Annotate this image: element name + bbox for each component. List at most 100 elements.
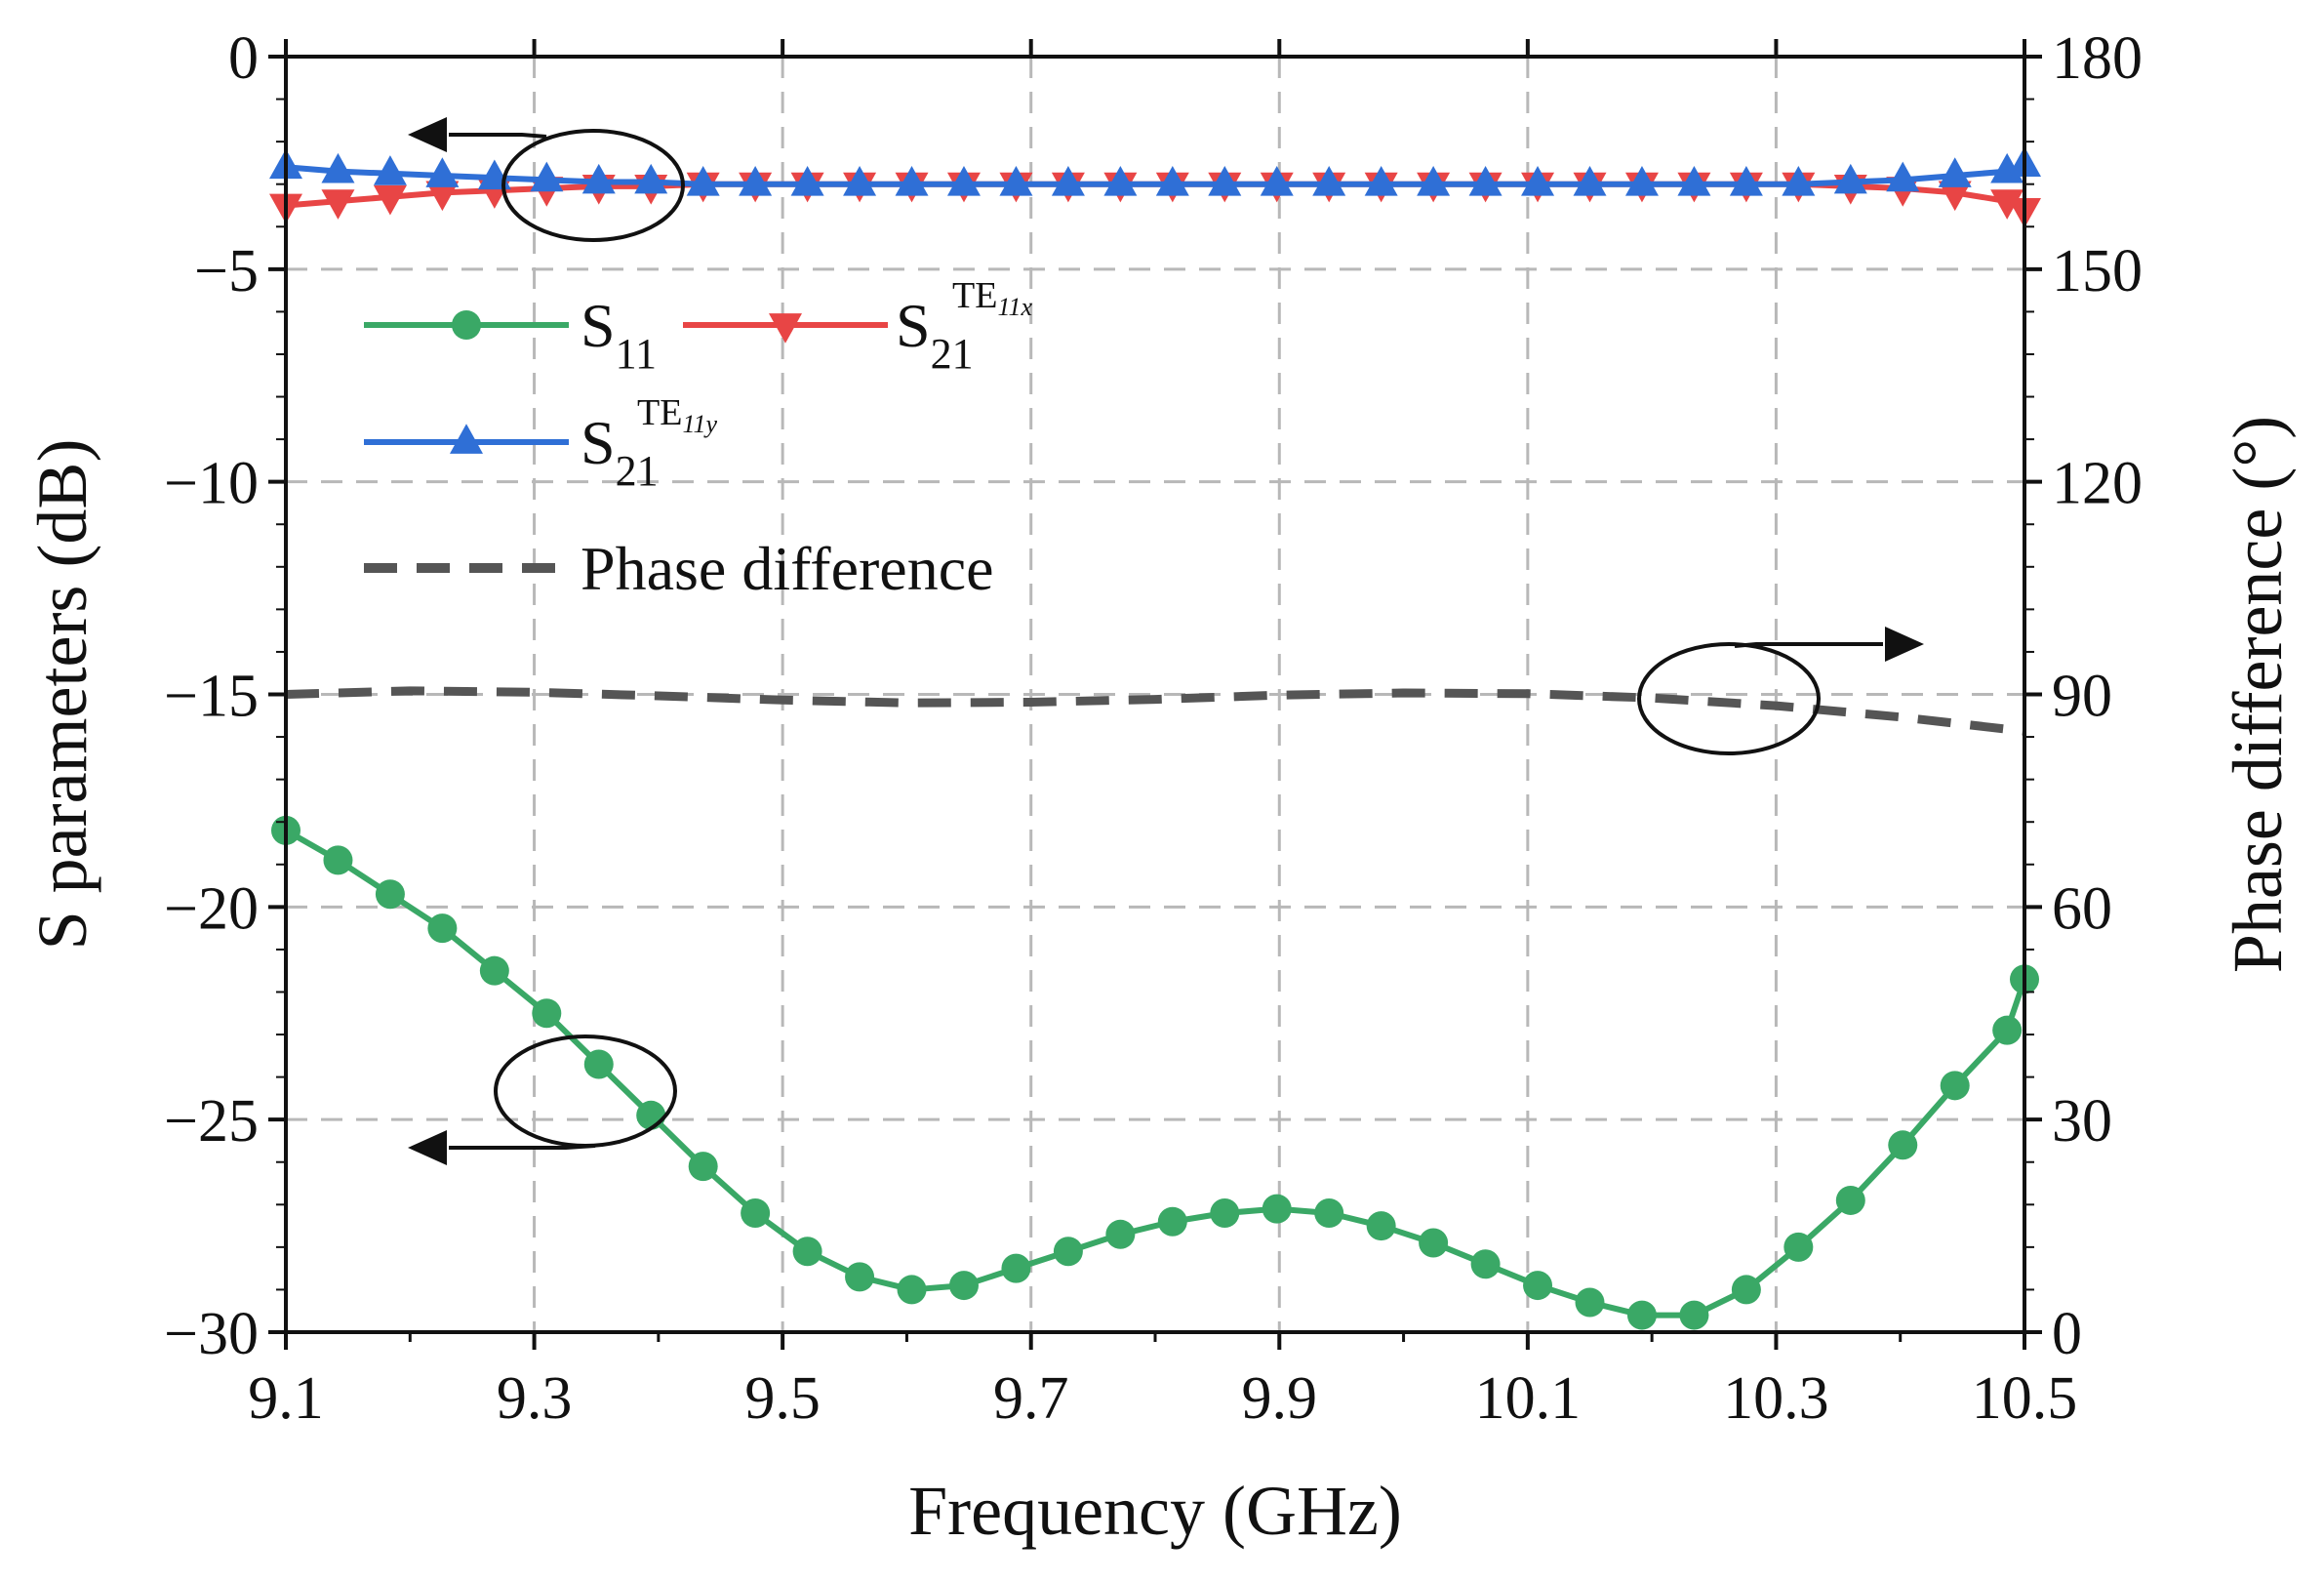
data-point: [425, 157, 460, 187]
data-point: [583, 1049, 614, 1079]
series-line: [285, 686, 2025, 736]
ellipse-s21: [501, 129, 685, 242]
x-tick-label: 9.9: [1242, 1365, 1318, 1432]
data-point: [1157, 1206, 1187, 1237]
data-point: [845, 1262, 875, 1292]
data-point: [739, 166, 773, 196]
data-point: [375, 879, 405, 910]
data-point: [1679, 1300, 1709, 1330]
y2-tick-label: 30: [2052, 1088, 2112, 1155]
data-point: [479, 955, 509, 986]
data-point: [321, 152, 355, 183]
data-point: [321, 189, 355, 220]
data-point: [1419, 1228, 1449, 1258]
data-point: [790, 166, 824, 196]
data-point: [792, 1237, 822, 1267]
legend-item: Phase difference: [364, 534, 994, 603]
data-point: [1677, 166, 1711, 196]
arrow-s21-line: [449, 133, 547, 139]
x-tick-label: 10.3: [1723, 1365, 1829, 1432]
series-phase-difference: [285, 686, 2025, 736]
annotations-layer: [408, 117, 1924, 1165]
data-point: [1103, 166, 1138, 196]
arrow-phase-line: [1734, 642, 1883, 648]
x-tick-label: 10.5: [1972, 1365, 2078, 1432]
legend-label-main: Phase difference: [581, 534, 994, 603]
data-point: [946, 166, 981, 196]
y2-axis-title: Phase difference (°): [2219, 416, 2297, 973]
arrow-head: [1885, 627, 1924, 662]
data-point: [1886, 161, 1920, 192]
data-point: [1105, 1219, 1136, 1249]
x-axis-title: Frequency (GHz): [908, 1472, 1402, 1550]
ellipse-phase: [1637, 642, 1821, 755]
data-point: [688, 1152, 718, 1182]
x-tick-label: 9.7: [993, 1365, 1069, 1432]
data-point: [1992, 1015, 2023, 1045]
y2-tick-label: 180: [2052, 25, 2143, 92]
y-tick-label: −5: [194, 238, 259, 304]
data-point: [1729, 166, 1763, 196]
data-point: [686, 166, 720, 196]
y2-tick-label: 120: [2052, 451, 2143, 517]
data-point: [1833, 163, 1867, 194]
legend-label-sup-sub: 11x: [997, 293, 1032, 321]
legend-label-sub: 21: [931, 330, 974, 378]
data-point: [948, 1271, 979, 1301]
data-point: [1470, 1249, 1501, 1279]
legend-marker: [769, 313, 802, 344]
legend-label-sub: 21: [616, 447, 659, 495]
x-tick-label: 10.1: [1475, 1365, 1582, 1432]
data-point: [895, 166, 929, 196]
data-point: [1468, 166, 1503, 196]
data-point: [1990, 189, 2024, 220]
x-tick-label: 9.3: [497, 1365, 573, 1432]
data-point: [373, 155, 407, 185]
series-line: [284, 828, 2027, 1318]
data-point: [1938, 157, 1972, 187]
data-point: [1155, 166, 1189, 196]
series-s11: [271, 815, 2039, 1330]
data-point: [1575, 1287, 1605, 1318]
data-point: [1001, 1253, 1031, 1283]
y-tick-label: −10: [164, 451, 259, 517]
data-point: [843, 166, 877, 196]
y-tick-label: 0: [228, 25, 259, 92]
y2-tick-label: 0: [2052, 1301, 2082, 1367]
y-tick-label: −25: [164, 1088, 259, 1155]
data-point: [1626, 1300, 1657, 1330]
legend-label-sup: TE11x: [952, 275, 1033, 321]
data-point: [1260, 166, 1294, 196]
data-point: [1782, 166, 1816, 196]
data-point: [636, 1100, 666, 1130]
data-point: [1521, 166, 1555, 196]
data-point: [530, 161, 564, 192]
legend-label: S21: [896, 291, 974, 378]
y-tick-label: −15: [164, 664, 259, 730]
legend-label-sub: 11: [616, 330, 657, 378]
legend-label: Phase difference: [581, 534, 994, 603]
legend-item: S11: [364, 291, 657, 378]
y-tick-label: −30: [164, 1301, 259, 1367]
data-point: [1312, 166, 1346, 196]
data-point: [1731, 1275, 1761, 1305]
data-point: [1364, 166, 1398, 196]
data-point: [1262, 1194, 1292, 1224]
y2-tick-label: 90: [2052, 664, 2112, 730]
data-point: [425, 181, 460, 212]
data-point: [1051, 166, 1085, 196]
ticks-layer: 9.1 9.3 9.5 9.7 9.9 10.1 10.3 10.50−5−10−15−20−…: [164, 25, 2143, 1432]
data-point: [1208, 166, 1242, 196]
data-point: [1053, 1237, 1083, 1267]
data-point: [1573, 166, 1607, 196]
series-layer: [269, 146, 2041, 1330]
data-point: [1624, 166, 1659, 196]
data-point: [741, 1198, 771, 1229]
data-point: [1417, 166, 1451, 196]
data-point: [1523, 1271, 1553, 1301]
legend-marker: [452, 310, 481, 340]
